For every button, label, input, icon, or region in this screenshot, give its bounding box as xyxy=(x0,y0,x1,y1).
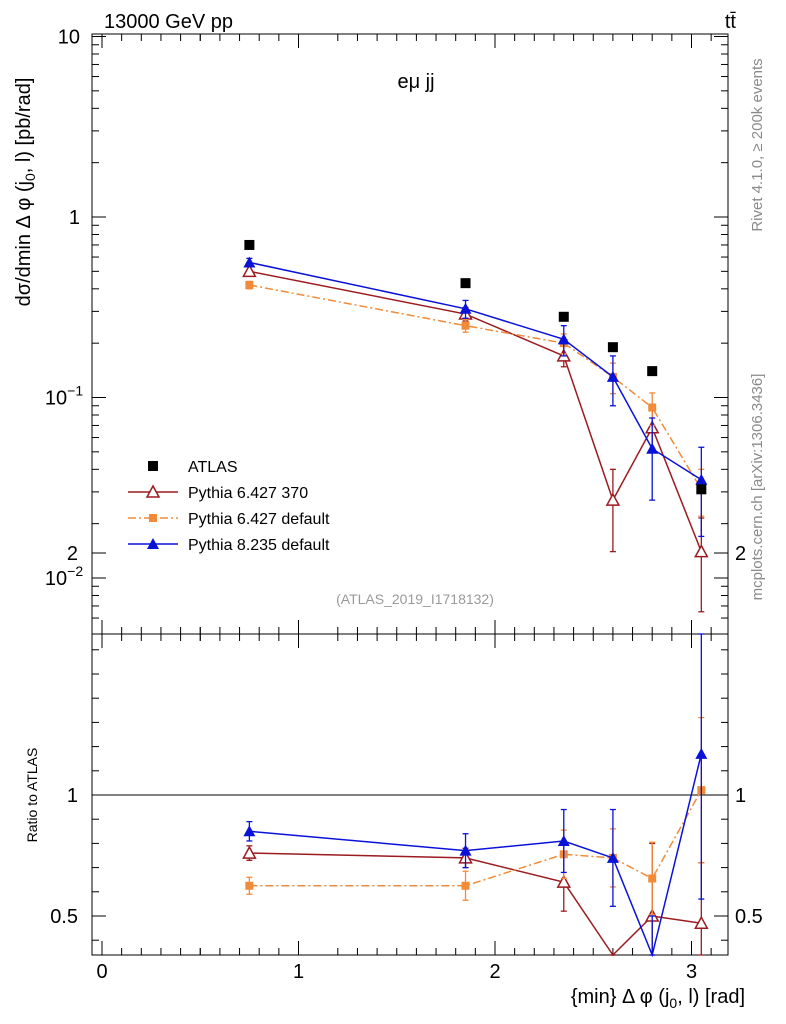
ratio-point-py6_370 xyxy=(694,915,709,930)
ratio-ticks: 0.5 0.5 1 1 2 2 0 1 2 3 xyxy=(50,543,763,983)
analysis-id-label: (ATLAS_2019_I1718132) xyxy=(336,591,494,607)
mcplots-reference-label: mcplots.cern.ch [arXiv:1306.3436] xyxy=(749,374,766,601)
main-point-py8_default xyxy=(243,256,256,268)
ratio-line-py6_370 xyxy=(249,852,702,957)
legend-label-py8_default: Pythia 8.235 default xyxy=(188,537,330,554)
main-point-py8_default xyxy=(459,302,472,314)
ratio-series-py8_default xyxy=(243,633,708,958)
main-point-py8_default xyxy=(646,442,659,454)
legend-entry-py8_default: Pythia 8.235 default xyxy=(128,537,330,554)
main-point-py8_default xyxy=(695,473,708,485)
ratio-series-layer xyxy=(242,633,709,958)
x-tick-label: 2 xyxy=(489,961,500,983)
x-tick-label: 1 xyxy=(293,961,304,983)
main-y-tick-label: 10 xyxy=(58,27,80,49)
main-point-py6_370 xyxy=(694,544,709,558)
main-point-atlas xyxy=(460,278,471,289)
ratio-point-py6_default xyxy=(245,881,254,890)
channel-label: eμ jj xyxy=(397,71,434,93)
ratio-point-py6_370 xyxy=(556,874,572,888)
ratio-y-tick-label-right: 0.5 xyxy=(735,906,763,928)
ratio-y-axis-title: Ratio to ATLAS xyxy=(24,748,40,843)
main-line-py8_default xyxy=(249,261,702,481)
legend-label-py6_default: Pythia 6.427 default xyxy=(188,511,330,528)
ratio-point-py8_default xyxy=(695,747,708,759)
main-y-tick-exponent: −1 xyxy=(67,383,83,399)
energy-label: 13000 GeV pp xyxy=(104,11,233,33)
main-y-axis-title: dσ/dmin Δ φ (j0, l) [pb/rad] xyxy=(13,78,38,307)
main-point-atlas xyxy=(244,239,255,250)
main-point-py8_default xyxy=(606,370,619,382)
ratio-line-py6_default xyxy=(249,789,702,887)
ratio-y-tick-label-left: 1 xyxy=(67,785,78,807)
legend-marker-py6_default xyxy=(149,514,157,522)
ratio-y-tick-label-left: 2 xyxy=(67,543,78,565)
main-point-atlas xyxy=(607,342,618,353)
legend-label-py6_370: Pythia 6.427 370 xyxy=(188,485,308,502)
main-line-py6_default xyxy=(249,284,702,490)
x-axis-title: {min} Δ φ (j0, l) [rad] xyxy=(571,986,745,1011)
legend: ATLAS Pythia 6.427 370 Pythia 6.427 defaul… xyxy=(128,459,330,554)
main-point-atlas xyxy=(558,311,569,322)
main-y-tick-exponent: −2 xyxy=(67,563,83,579)
x-tick-label: 3 xyxy=(686,961,697,983)
x-tick-label: 0 xyxy=(96,961,107,983)
main-series-layer xyxy=(242,239,709,613)
ratio-point-py8_default xyxy=(243,825,256,837)
ratio-point-py8_default xyxy=(606,851,619,863)
main-point-py6_default xyxy=(461,321,470,330)
ratio-point-py8_default xyxy=(557,834,570,846)
legend-label-atlas: ATLAS xyxy=(188,459,238,476)
ratio-point-py6_default xyxy=(461,881,470,890)
ratio-point-py8_default xyxy=(459,844,472,856)
main-line-py6_370 xyxy=(249,270,703,552)
rivet-version-label: Rivet 4.1.0, ≥ 200k events xyxy=(749,58,766,231)
main-point-py8_default xyxy=(557,333,570,345)
legend-marker-py6_370 xyxy=(145,484,161,498)
legend-marker-py8_default xyxy=(147,538,159,549)
ratio-y-tick-label-right: 2 xyxy=(735,543,746,565)
main-point-py6_default xyxy=(648,403,657,412)
ratio-panel: 0.5 0.5 1 1 2 2 0 1 2 3 Ratio to ATLAS xyxy=(24,543,763,983)
legend-entry-py6_370: Pythia 6.427 370 xyxy=(128,484,308,502)
ratio-point-py6_default xyxy=(648,874,657,883)
main-point-atlas xyxy=(696,484,707,495)
main-point-py6_default xyxy=(245,281,254,290)
legend-entry-atlas: ATLAS xyxy=(148,459,238,476)
main-point-atlas xyxy=(647,366,658,377)
main-series-atlas xyxy=(244,239,707,495)
ratio-y-tick-label-left: 0.5 xyxy=(50,906,78,928)
legend-marker-atlas xyxy=(148,461,158,471)
ratio-line-py8_default xyxy=(249,753,703,958)
main-y-tick-label: 1 xyxy=(69,207,80,229)
ratio-y-tick-label-right: 1 xyxy=(735,785,746,807)
main-point-py6_370 xyxy=(242,263,257,278)
main-point-py6_370 xyxy=(605,492,621,506)
process-label: tt̄ xyxy=(725,11,737,33)
legend-entry-py6_default: Pythia 6.427 default xyxy=(128,511,330,528)
ratio-point-py6_370 xyxy=(242,845,257,859)
